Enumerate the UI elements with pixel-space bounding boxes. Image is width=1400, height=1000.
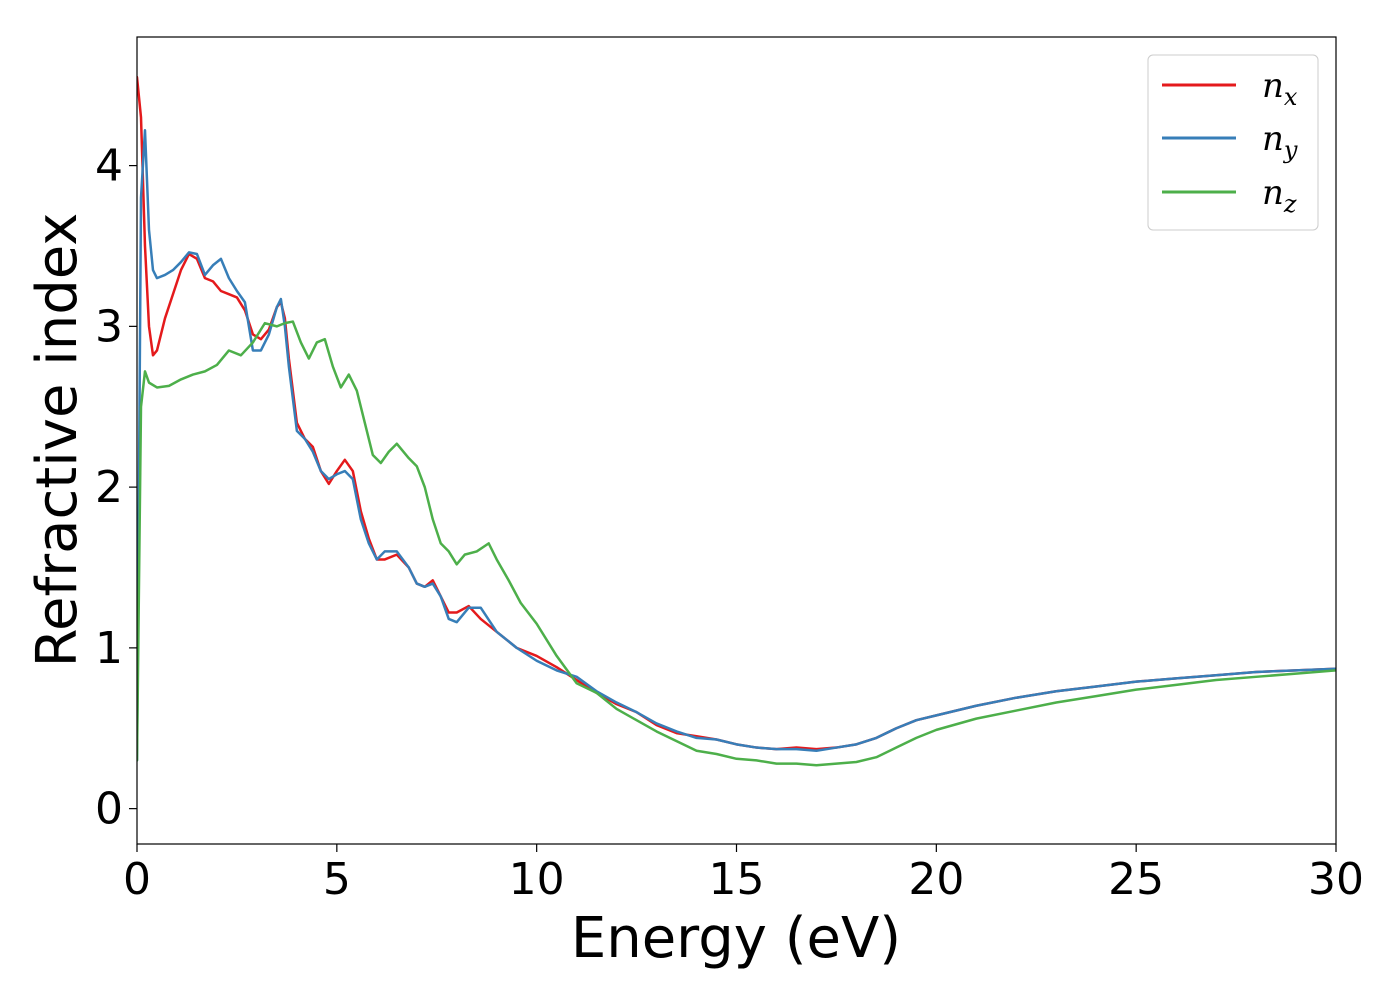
series-line-z [137, 320, 1336, 767]
x-axis: 0 5 10 15 20 25 30 [123, 844, 1364, 905]
y-tick-label: 0 [95, 784, 123, 835]
legend-label: ny [1262, 119, 1298, 164]
y-axis: 0 1 2 3 4 [95, 141, 137, 835]
legend-entry-x: nx [1162, 66, 1298, 111]
legend: nx ny nz [1147, 54, 1319, 231]
x-axis-label: Energy (eV) [571, 906, 901, 971]
series-line-y [137, 128, 1336, 762]
y-tick-label: 1 [95, 623, 123, 674]
y-tick-label: 2 [95, 462, 123, 513]
x-tick-label: 15 [709, 854, 765, 905]
legend-entry-y: ny [1162, 119, 1298, 164]
x-tick-label: 10 [509, 854, 565, 905]
y-tick-label: 4 [95, 141, 123, 192]
legend-series-subscript: x [1284, 83, 1298, 111]
legend-label: nx [1262, 66, 1298, 111]
x-tick-label: 5 [323, 854, 351, 905]
legend-entry-z: nz [1162, 173, 1297, 218]
legend-series-name: n [1262, 119, 1284, 159]
legend-series-subscript: z [1283, 190, 1297, 218]
x-tick-label: 25 [1108, 854, 1164, 905]
series-layer [137, 75, 1336, 767]
legend-series-subscript: y [1283, 136, 1298, 164]
y-axis-label: Refractive index [25, 213, 90, 668]
legend-series-name: n [1262, 173, 1284, 213]
x-tick-label: 0 [123, 854, 151, 905]
legend-label: nz [1262, 173, 1297, 218]
x-tick-label: 20 [908, 854, 964, 905]
y-tick-label: 3 [95, 301, 123, 352]
legend-frame [1147, 54, 1319, 231]
legend-series-name: n [1262, 66, 1284, 106]
x-tick-label: 30 [1308, 854, 1364, 905]
